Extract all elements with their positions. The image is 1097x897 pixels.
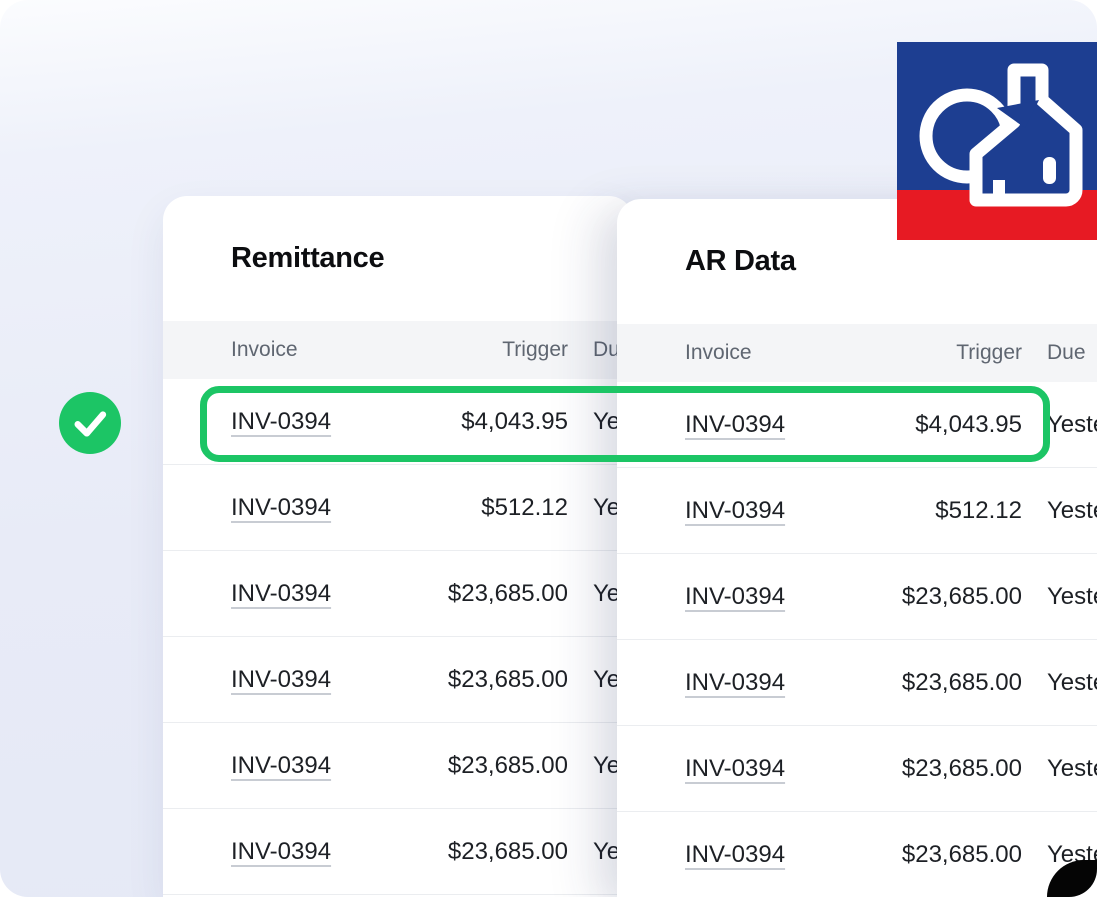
column-header-invoice: Invoice xyxy=(231,338,298,361)
due-value: Yesterday xyxy=(1047,410,1097,438)
invoice-link[interactable]: INV-0394 xyxy=(685,496,786,524)
table-row: INV-0394 $23,685.00 Yesterday xyxy=(163,723,633,809)
invoice-link[interactable]: INV-0394 xyxy=(685,840,786,868)
table-row: INV-0394 $512.12 Yesterday xyxy=(163,465,633,551)
check-circle-icon xyxy=(59,392,121,454)
table-header: Invoice Trigger Due xyxy=(163,321,633,379)
invoice-link[interactable]: INV-0394 xyxy=(231,751,332,779)
table-row: INV-0394 $23,685.00 Yesterday xyxy=(163,809,633,895)
column-header-trigger: Trigger xyxy=(502,338,568,361)
nationwide-logo xyxy=(897,42,1097,240)
trigger-amount: $4,043.95 xyxy=(915,410,1022,438)
table-row: INV-0394 $23,685.00 Yesterday xyxy=(163,551,633,637)
table-row: INV-0394 $23,685.00 Yesterday xyxy=(163,637,633,723)
trigger-amount: $23,685.00 xyxy=(447,837,568,865)
panel-title-remittance: Remittance xyxy=(231,242,385,274)
table-row: INV-0394 $23,685.00 Yesterday xyxy=(617,640,1097,726)
trigger-amount: $23,685.00 xyxy=(901,668,1022,696)
table-row: INV-0394 $23,685.00 Yesterday xyxy=(617,812,1097,897)
invoice-link[interactable]: INV-0394 xyxy=(685,754,786,782)
table-row: INV-0394 $4,043.95 Yesterday xyxy=(163,379,633,465)
invoice-link[interactable]: INV-0394 xyxy=(231,407,332,435)
trigger-amount: $23,685.00 xyxy=(901,754,1022,782)
remittance-panel: Remittance Invoice Trigger Due INV-0394 … xyxy=(163,196,633,897)
due-value: Yesterday xyxy=(1047,668,1097,696)
invoice-link[interactable]: INV-0394 xyxy=(231,665,332,693)
table-header: Invoice Trigger Due xyxy=(617,324,1097,382)
trigger-amount: $512.12 xyxy=(935,496,1022,524)
trigger-amount: $23,685.00 xyxy=(901,840,1022,868)
trigger-amount: $23,685.00 xyxy=(447,751,568,779)
panel-title-ar-data: AR Data xyxy=(685,245,796,277)
column-header-trigger: Trigger xyxy=(956,341,1022,364)
invoice-link[interactable]: INV-0394 xyxy=(685,582,786,610)
due-value: Yesterday xyxy=(1047,582,1097,610)
trigger-amount: $23,685.00 xyxy=(447,579,568,607)
due-value: Yesterday xyxy=(1047,754,1097,782)
table-row: INV-0394 $23,685.00 Yesterday xyxy=(617,726,1097,812)
ar-data-panel: AR Data Invoice Trigger Due INV-0394 $4,… xyxy=(617,199,1097,897)
invoice-link[interactable]: INV-0394 xyxy=(231,493,332,521)
trigger-amount: $23,685.00 xyxy=(447,665,568,693)
table-row: INV-0394 $512.12 Yesterday xyxy=(617,468,1097,554)
trigger-amount: $4,043.95 xyxy=(461,407,568,435)
trigger-amount: $23,685.00 xyxy=(901,582,1022,610)
column-header-due: Due xyxy=(1047,341,1086,364)
column-header-invoice: Invoice xyxy=(685,341,752,364)
trigger-amount: $512.12 xyxy=(481,493,568,521)
table-row: INV-0394 $23,685.00 Yesterday xyxy=(617,554,1097,640)
invoice-link[interactable]: INV-0394 xyxy=(685,410,786,438)
invoice-link[interactable]: INV-0394 xyxy=(231,579,332,607)
table-row: INV-0394 $4,043.95 Yesterday xyxy=(617,382,1097,468)
invoice-link[interactable]: INV-0394 xyxy=(685,668,786,696)
due-value: Yesterday xyxy=(1047,496,1097,524)
invoice-link[interactable]: INV-0394 xyxy=(231,837,332,865)
